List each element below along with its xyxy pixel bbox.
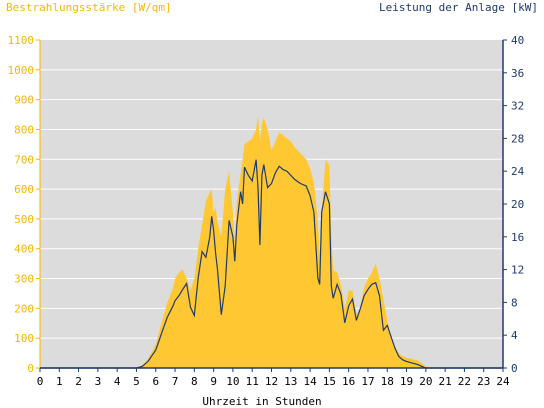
right-tick-label-32: 32	[511, 100, 524, 113]
x-tick-label-17: 17	[361, 375, 374, 388]
x-tick-label-1: 1	[56, 375, 63, 388]
right-tick-label-16: 16	[511, 231, 524, 244]
x-tick-label-16: 16	[342, 375, 355, 388]
x-tick-label-6: 6	[152, 375, 159, 388]
left-tick-label-200: 200	[14, 302, 34, 315]
left-tick-label-900: 900	[14, 94, 34, 107]
right-axis-title: Leistung der Anlage [kW]	[379, 1, 538, 14]
right-tick-label-12: 12	[511, 264, 524, 277]
x-tick-label-3: 3	[95, 375, 102, 388]
x-tick-label-19: 19	[400, 375, 413, 388]
x-tick-label-21: 21	[439, 375, 452, 388]
left-tick-label-700: 700	[14, 153, 34, 166]
right-tick-label-36: 36	[511, 67, 524, 80]
right-tick-label-28: 28	[511, 132, 524, 145]
x-tick-label-13: 13	[284, 375, 297, 388]
right-tick-label-0: 0	[511, 362, 518, 375]
x-tick-label-9: 9	[210, 375, 217, 388]
x-tick-label-5: 5	[133, 375, 140, 388]
x-tick-label-18: 18	[381, 375, 394, 388]
x-tick-label-0: 0	[37, 375, 44, 388]
left-tick-label-1100: 1100	[8, 34, 35, 47]
right-tick-label-20: 20	[511, 198, 524, 211]
x-axis-ticks: 0 1 2 3 4 5 6 7 8 9 10 11 12 13 14 15 16 17 18 19 20 21 22 23 24	[37, 368, 510, 388]
right-axis-ticks: 0 4 8 12 16 20 24 28 32 36 40	[503, 34, 525, 375]
x-tick-label-10: 10	[226, 375, 239, 388]
x-tick-label-22: 22	[458, 375, 471, 388]
x-tick-label-2: 2	[75, 375, 82, 388]
left-tick-label-1000: 1000	[8, 64, 35, 77]
x-tick-label-15: 15	[323, 375, 336, 388]
x-tick-label-12: 12	[265, 375, 278, 388]
x-tick-label-11: 11	[246, 375, 259, 388]
left-tick-label-600: 600	[14, 183, 34, 196]
x-tick-label-8: 8	[191, 375, 198, 388]
left-tick-label-100: 100	[14, 332, 34, 345]
left-axis-title: Bestrahlungsstärke [W/qm]	[6, 1, 172, 14]
x-axis-label: Uhrzeit in Stunden	[202, 395, 321, 408]
right-tick-label-8: 8	[511, 296, 518, 309]
right-tick-label-24: 24	[511, 165, 525, 178]
x-tick-label-4: 4	[114, 375, 121, 388]
x-tick-label-24: 24	[496, 375, 510, 388]
right-tick-label-40: 40	[511, 34, 524, 47]
x-tick-label-7: 7	[172, 375, 179, 388]
x-tick-label-14: 14	[303, 375, 317, 388]
x-tick-label-20: 20	[419, 375, 432, 388]
left-tick-label-300: 300	[14, 273, 34, 286]
left-tick-label-800: 800	[14, 123, 34, 136]
left-tick-label-400: 400	[14, 243, 34, 256]
left-tick-label-500: 500	[14, 213, 34, 226]
left-tick-label-0: 0	[27, 362, 34, 375]
right-tick-label-4: 4	[511, 329, 518, 342]
x-tick-label-23: 23	[477, 375, 490, 388]
left-axis-ticks: 0 100 200 300 400 500 600 700 800 900 1000 1100	[8, 34, 40, 375]
irradiance-area	[40, 114, 503, 368]
power-line	[40, 159, 503, 369]
